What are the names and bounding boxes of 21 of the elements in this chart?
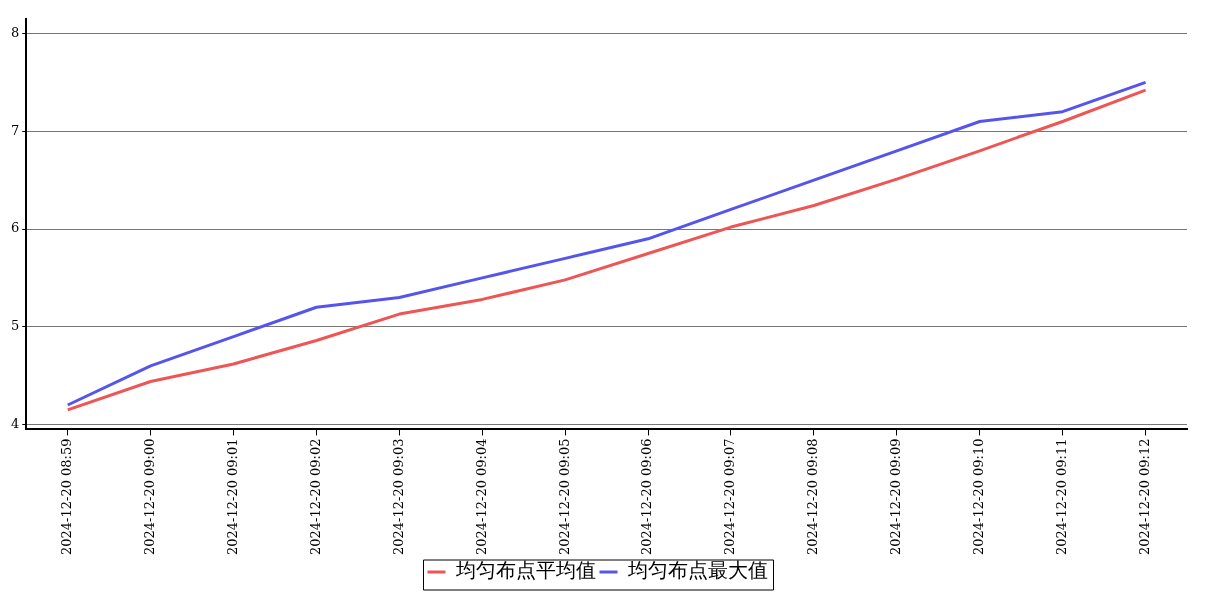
x-tick-label: 2024-12-20 09:00 bbox=[142, 438, 158, 556]
x-tick-label: 2024-12-20 09:06 bbox=[639, 438, 655, 556]
y-tick-label: 5 bbox=[10, 318, 20, 334]
x-tick-label: 2024-12-20 09:02 bbox=[307, 438, 323, 556]
y-tick-label: 6 bbox=[10, 220, 20, 236]
x-tick-label: 2024-12-20 09:03 bbox=[390, 438, 406, 556]
x-tick-label: 2024-12-20 09:10 bbox=[971, 438, 987, 556]
legend-label: 均匀布点最大值 bbox=[626, 558, 768, 583]
x-tick-label: 2024-12-20 09:05 bbox=[556, 438, 572, 556]
x-tick-label: 2024-12-20 08:59 bbox=[59, 438, 75, 556]
legend-label: 均匀布点平均值 bbox=[454, 558, 596, 583]
x-tick-label: 2024-12-20 09:08 bbox=[805, 438, 821, 556]
y-tick-label: 8 bbox=[10, 24, 20, 40]
x-tick-label: 2024-12-20 09:09 bbox=[888, 438, 904, 556]
x-tick-label: 2024-12-20 09:12 bbox=[1136, 438, 1152, 556]
y-tick-label: 4 bbox=[10, 415, 20, 431]
x-tick-label: 2024-12-20 09:01 bbox=[224, 438, 240, 556]
y-tick-label: 7 bbox=[10, 122, 20, 138]
x-tick-label: 2024-12-20 09:04 bbox=[473, 438, 489, 556]
x-tick-label: 2024-12-20 09:11 bbox=[1054, 438, 1070, 556]
x-tick-label: 2024-12-20 09:07 bbox=[722, 438, 738, 556]
